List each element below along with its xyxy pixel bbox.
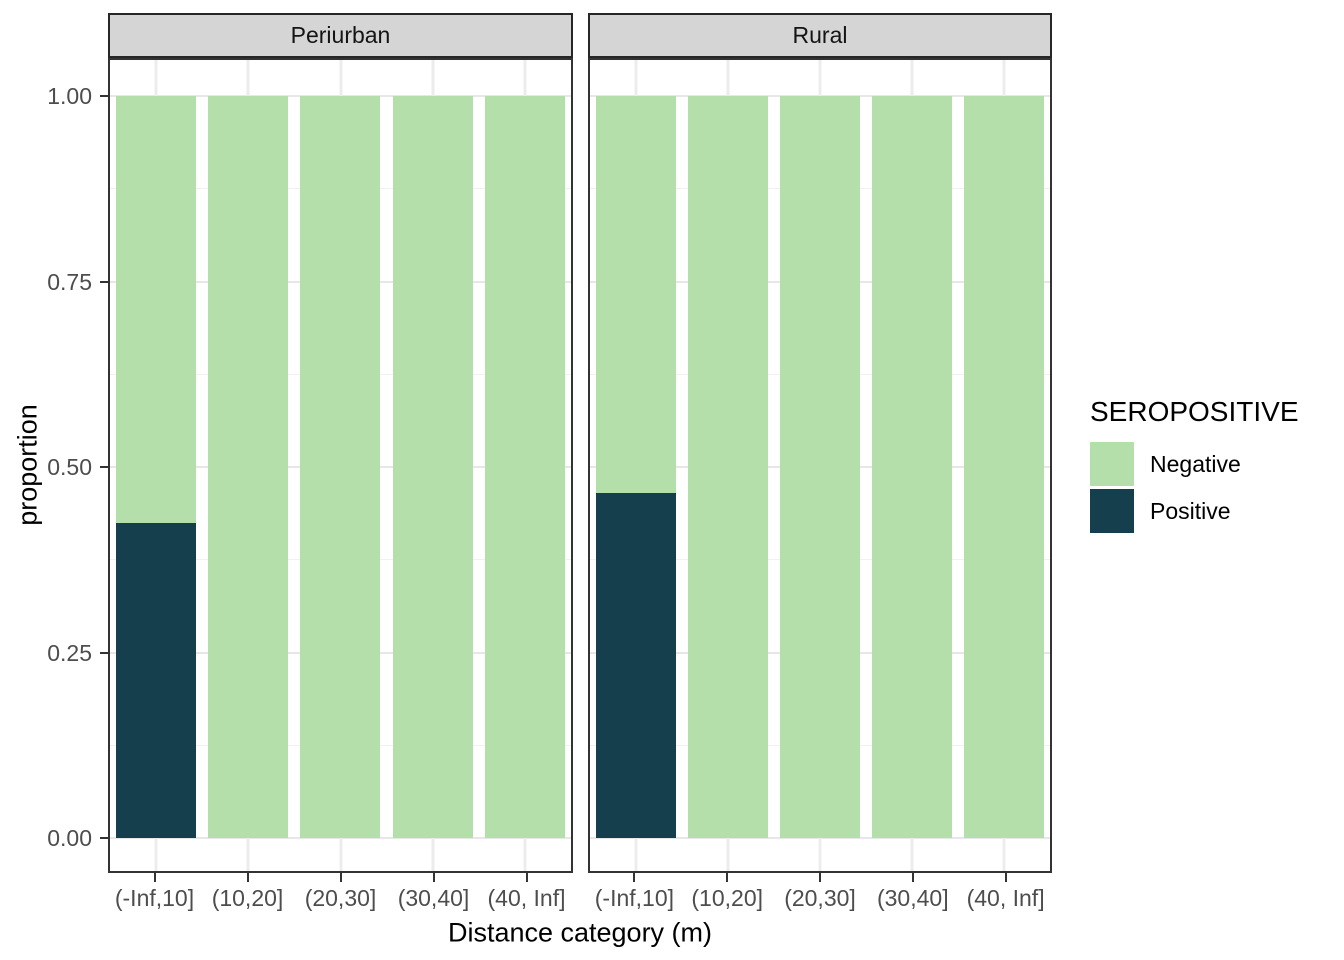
x-tick-label: (40, Inf] (966, 885, 1045, 911)
x-tick-label: (10,20] (691, 885, 763, 911)
stacked-bar (484, 96, 565, 838)
x-tick-mark (153, 873, 156, 882)
stacked-bar (780, 96, 860, 838)
y-tick-label: 0.75 (47, 268, 92, 295)
x-tick-label: (20,30] (784, 885, 856, 911)
y-tick-label: 1.00 (47, 83, 92, 109)
bar-slot (866, 96, 958, 838)
stacked-bar (392, 96, 473, 838)
bar-slot (479, 96, 571, 838)
x-tick-mark (819, 873, 821, 882)
stacked-bar (964, 96, 1044, 838)
y-tick-label: 0.50 (47, 454, 92, 480)
bar-segment-positive (116, 522, 197, 838)
stacked-bar (872, 96, 952, 838)
bar-slot (590, 96, 682, 838)
y-tick-label: 0.25 (47, 639, 92, 666)
x-tick-labels: (-Inf,10] (10,20] (20,30] (30,40] (40, Inf] (108, 885, 573, 911)
x-tick-mark (246, 873, 249, 882)
bar-slot (387, 96, 479, 838)
facet-strip: Rural (588, 13, 1052, 58)
x-tick-mark (1004, 873, 1007, 882)
bar-segment-negative (688, 96, 768, 838)
x-tick-label: (10,20] (211, 885, 284, 911)
bar-slot (110, 96, 202, 838)
y-axis-title: proportion (12, 404, 43, 526)
x-tick-mark (726, 873, 729, 882)
facet-strip: Periurban (108, 13, 573, 58)
bar-slot (202, 96, 294, 838)
bars-layer (590, 96, 1050, 838)
bar-segment-negative (780, 96, 860, 838)
x-tick-label: (40, Inf] (487, 885, 566, 911)
x-tick-label: (30,40] (876, 885, 949, 911)
x-tick-mark (633, 873, 636, 882)
plot-panel (588, 58, 1052, 873)
legend-label: Positive (1150, 497, 1231, 524)
legend-swatch-positive (1090, 489, 1134, 533)
bar-slot (774, 96, 866, 838)
bar-segment-negative (208, 96, 289, 838)
x-tick-label: (20,30] (304, 885, 377, 911)
stacked-bar (688, 96, 768, 838)
facet-strip-label: Rural (792, 22, 848, 48)
bar-segment-positive (596, 492, 676, 838)
y-tick-mark (100, 837, 108, 839)
bars-layer (110, 96, 571, 838)
x-tick-mark (339, 873, 342, 882)
facet-strip-label: Periurban (290, 22, 391, 48)
x-tick-labels: (-Inf,10] (10,20] (20,30] (30,40] (40, Inf] (588, 885, 1052, 911)
bar-segment-negative (300, 96, 381, 838)
legend-item-negative: Negative (1090, 442, 1299, 486)
y-tick-mark (100, 651, 108, 654)
stacked-bar (596, 96, 676, 838)
x-tick-label: (-Inf,10] (114, 885, 195, 911)
x-tick-mark (911, 873, 914, 882)
bar-segment-negative (872, 96, 952, 838)
stacked-bar (300, 96, 381, 838)
y-tick-mark (100, 280, 108, 283)
bar-slot (958, 96, 1050, 838)
x-tick-label: (-Inf,10] (594, 885, 675, 911)
y-tick-label: 0.00 (47, 825, 92, 851)
x-tick-mark (432, 873, 435, 882)
legend-title: SEROPOSITIVE (1090, 396, 1299, 427)
x-tick-label: (30,40] (397, 885, 470, 911)
stacked-bar (116, 96, 197, 838)
legend-swatch-negative (1090, 442, 1134, 486)
bar-slot (294, 96, 386, 838)
bar-segment-negative (964, 96, 1044, 838)
x-tick-mark (525, 873, 528, 882)
legend-item-positive: Positive (1090, 489, 1299, 533)
y-tick-mark (100, 95, 108, 97)
bar-segment-negative (392, 96, 473, 838)
legend: SEROPOSITIVE Negative Positive (1090, 396, 1299, 536)
bar-segment-negative (116, 96, 197, 523)
facet-panel-rural: Rural (-Inf,10] (10,20] (20,30] (30,40] (40,… (588, 13, 1052, 911)
x-axis-title: Distance category (m) (447, 917, 713, 948)
bar-slot (682, 96, 774, 838)
legend-label: Negative (1150, 450, 1241, 477)
plot-panel (108, 58, 573, 873)
facet-panel-periurban: Periurban (-Inf,10] (10,20] (20,30] (30,40]… (108, 13, 573, 911)
bar-segment-negative (596, 96, 676, 493)
y-tick-mark (100, 466, 108, 468)
stacked-bar (208, 96, 289, 838)
bar-segment-negative (484, 96, 565, 838)
